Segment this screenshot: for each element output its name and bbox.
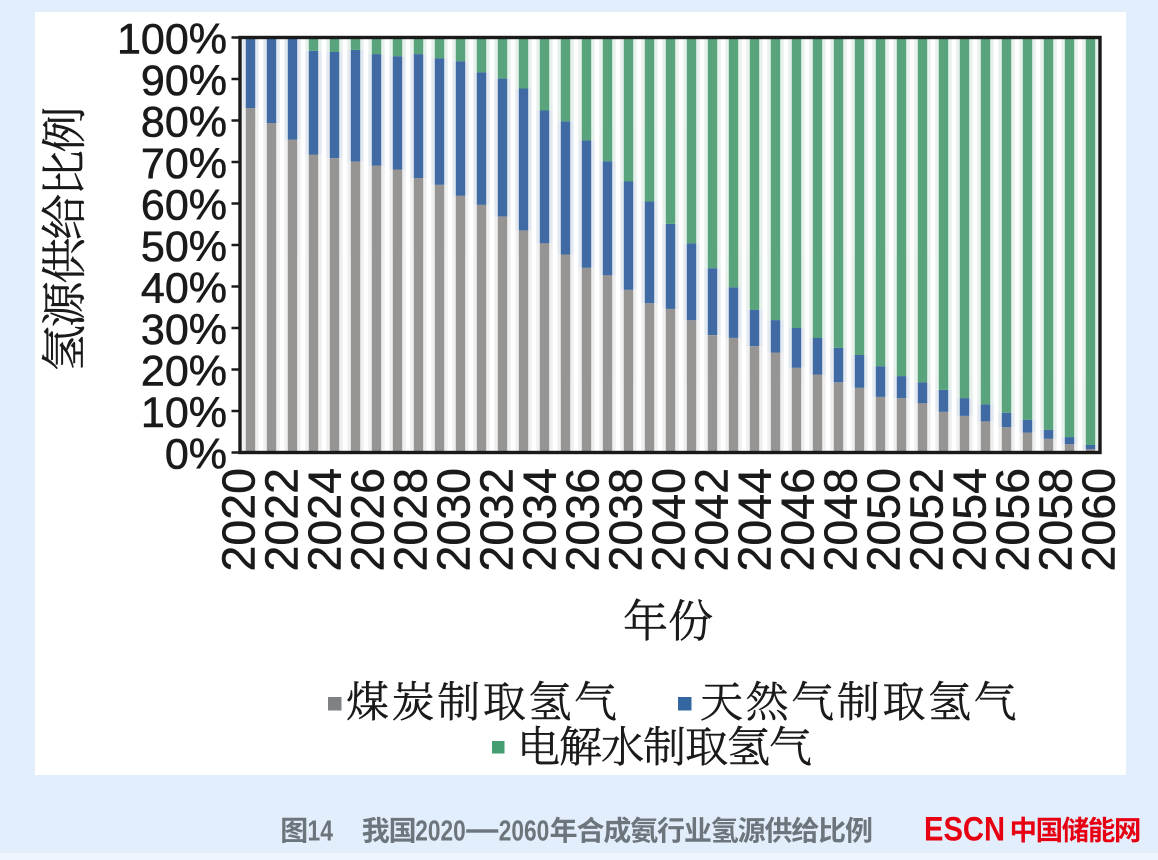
svg-text:2044: 2044 [729,468,781,571]
svg-text:2042: 2042 [686,468,738,571]
svg-text:2056: 2056 [987,468,1039,571]
svg-text:2038: 2038 [600,468,652,571]
svg-text:2050: 2050 [858,468,910,571]
svg-text:2032: 2032 [471,468,523,571]
svg-text:20%: 20% [141,348,227,396]
svg-text:2026: 2026 [342,468,394,571]
svg-text:100%: 100% [117,16,227,64]
svg-text:2058: 2058 [1030,468,1082,571]
svg-text:ESCN: ESCN [924,811,1005,849]
svg-text:50%: 50% [141,223,227,271]
svg-text:2036: 2036 [557,468,609,571]
svg-text:2034: 2034 [514,468,566,571]
svg-text:70%: 70% [141,140,227,188]
svg-text:2052: 2052 [901,468,953,571]
svg-text:30%: 30% [141,306,227,354]
svg-text:2020: 2020 [213,468,265,571]
svg-text:80%: 80% [141,99,227,147]
svg-text:2060: 2060 [499,816,549,848]
svg-text:60%: 60% [141,182,227,230]
svg-text:10%: 10% [141,389,227,437]
svg-text:2022: 2022 [256,468,308,571]
svg-text:2040: 2040 [643,468,695,571]
svg-text:2048: 2048 [815,468,867,571]
svg-text:2046: 2046 [772,468,824,571]
svg-text:90%: 90% [141,57,227,105]
svg-text:2020: 2020 [415,816,465,848]
svg-text:0%: 0% [165,431,227,479]
svg-text:2024: 2024 [299,468,351,571]
svg-text:2054: 2054 [944,468,996,571]
svg-text:2030: 2030 [428,468,480,571]
svg-text:14: 14 [308,816,334,848]
svg-text:40%: 40% [141,265,227,313]
svg-text:2060: 2060 [1073,468,1125,571]
svg-text:2028: 2028 [385,468,437,571]
